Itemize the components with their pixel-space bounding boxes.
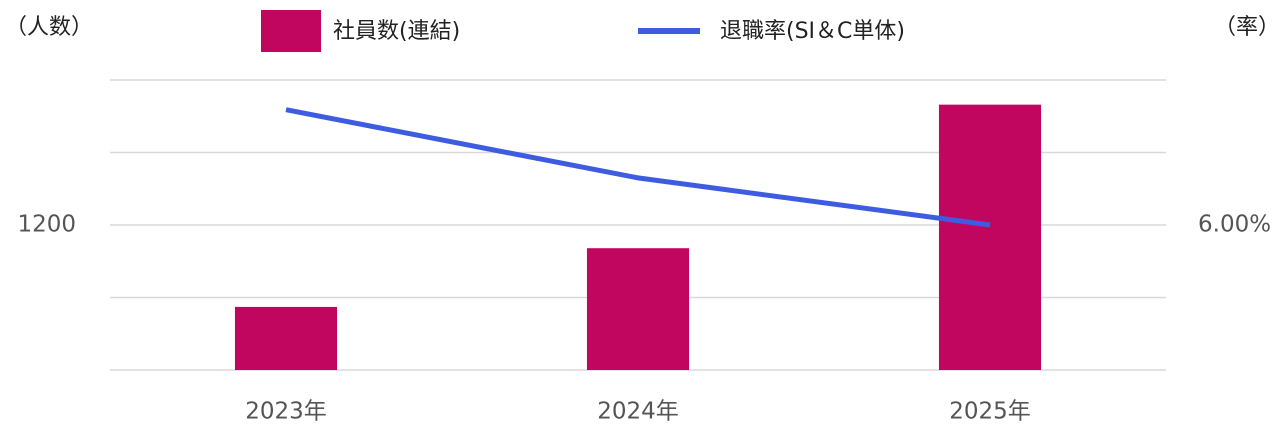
y2-tick-label: 6.00% xyxy=(1198,212,1271,238)
bar xyxy=(586,248,690,370)
x-tick-label: 2025年 xyxy=(949,399,1031,425)
line xyxy=(285,107,991,228)
legend-label: 社員数(連結) xyxy=(333,19,460,44)
x-tick-label: 2024年 xyxy=(597,399,679,425)
legend-swatch xyxy=(261,10,321,52)
y2-axis-label: （率） xyxy=(1214,15,1280,40)
bar xyxy=(234,306,338,370)
y-tick-label: 1200 xyxy=(17,212,76,238)
y-axis-label: （人数） xyxy=(5,15,93,40)
x-tick-label: 2023年 xyxy=(245,399,327,425)
bar xyxy=(938,104,1042,371)
legend-label: 退職率(SI＆C単体) xyxy=(720,19,905,44)
